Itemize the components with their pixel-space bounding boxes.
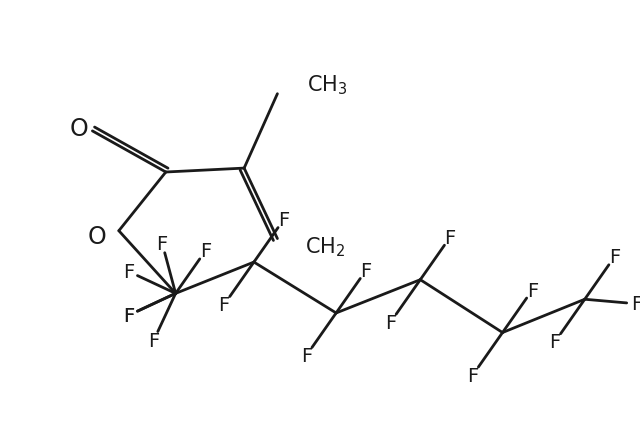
Text: F: F [148, 331, 159, 350]
Text: F: F [157, 234, 168, 253]
Text: F: F [278, 211, 289, 230]
Text: F: F [467, 366, 478, 385]
Text: F: F [631, 295, 640, 314]
Text: F: F [200, 242, 211, 261]
Text: F: F [360, 261, 371, 280]
Text: O: O [69, 117, 88, 141]
Text: F: F [385, 313, 396, 332]
Text: F: F [609, 248, 620, 267]
Text: CH$_3$: CH$_3$ [307, 73, 348, 96]
Text: CH$_2$: CH$_2$ [305, 235, 345, 258]
Text: F: F [549, 332, 561, 351]
Text: F: F [527, 281, 538, 300]
Text: F: F [123, 306, 134, 325]
Text: O: O [88, 224, 107, 248]
Text: F: F [218, 295, 230, 314]
Text: F: F [123, 306, 134, 325]
Text: F: F [123, 262, 134, 281]
Text: F: F [301, 346, 312, 365]
Text: F: F [444, 228, 456, 247]
